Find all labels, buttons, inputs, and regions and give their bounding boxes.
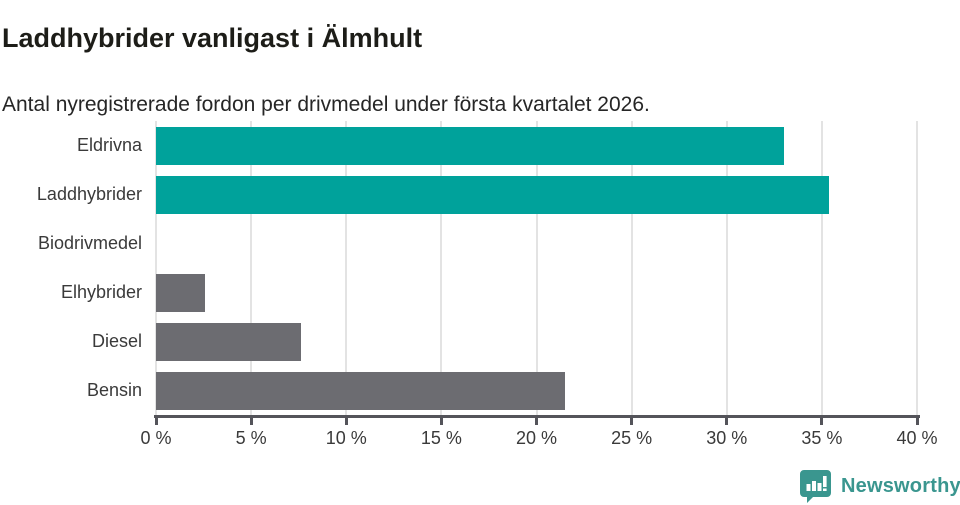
gridline-20 (535, 121, 538, 415)
bar-row-eldrivna (156, 121, 917, 170)
plot-area (155, 121, 918, 415)
bar-row-laddhybrider (156, 170, 917, 219)
bar-row-biodrivmedel (156, 219, 917, 268)
bar-row-elhybrider (156, 268, 917, 317)
gridline-30 (725, 121, 728, 415)
gridline-25 (630, 121, 633, 415)
y-label-eldrivna: Eldrivna (76, 135, 142, 155)
newsworthy-icon (799, 469, 832, 503)
bar-diesel (156, 322, 301, 361)
newsworthy-logo[interactable]: Newsworthy (799, 469, 960, 503)
x-tick-35 (820, 415, 824, 425)
y-axis-category-labels: Eldrivna Laddhybrider Biodrivmedel Elhybrid… (0, 121, 142, 415)
x-tick-30 (725, 415, 729, 425)
newsworthy-wordmark: Newsworthy (841, 474, 960, 497)
x-tick-label-25: 25 % (611, 428, 653, 448)
x-tick-label-20: 20 % (515, 428, 558, 448)
x-tick-label-30: 30 % (706, 428, 748, 448)
gridline-0 (155, 121, 157, 415)
x-tick-25 (630, 415, 634, 425)
y-label-bensin: Bensin (86, 380, 142, 400)
bar-row-bensin (156, 366, 917, 415)
bar-rows (156, 121, 917, 415)
x-tick-label-5: 5 % (235, 428, 267, 448)
gridline-10 (345, 121, 348, 415)
bar-eldrivna (156, 126, 784, 165)
gridline-15 (440, 121, 443, 415)
x-tick-label-0: 0 % (140, 428, 172, 448)
bar-bensin (156, 371, 566, 410)
bar-laddhybrider (156, 175, 830, 214)
bar-row-diesel (156, 317, 917, 366)
x-tick-0 (154, 415, 158, 425)
bar-elhybrider (156, 273, 206, 312)
chart-title: Laddhybrider vanligast i Älmhult (2, 23, 423, 54)
x-tick-15 (439, 415, 443, 425)
x-tick-10 (344, 415, 348, 425)
gridline-5 (250, 121, 253, 415)
x-tick-label-10: 10 % (325, 428, 367, 448)
y-label-diesel: Diesel (91, 331, 142, 351)
y-label-biodrivmedel: Biodrivmedel (37, 233, 142, 253)
x-tick-label-40: 40 % (896, 428, 938, 448)
y-label-laddhybrider: Laddhybrider (36, 184, 142, 204)
chart-subtitle: Antal nyregistrerade fordon per drivmede… (2, 93, 650, 116)
x-tick-20 (535, 415, 538, 425)
y-label-elhybrider: Elhybrider (60, 282, 142, 302)
x-tick-40 (915, 415, 919, 425)
gridline-40 (916, 121, 918, 415)
x-tick-label-35: 35 % (801, 428, 843, 448)
x-tick-label-15: 15 % (420, 428, 462, 448)
gridline-35 (820, 121, 823, 415)
x-tick-5 (249, 415, 253, 425)
